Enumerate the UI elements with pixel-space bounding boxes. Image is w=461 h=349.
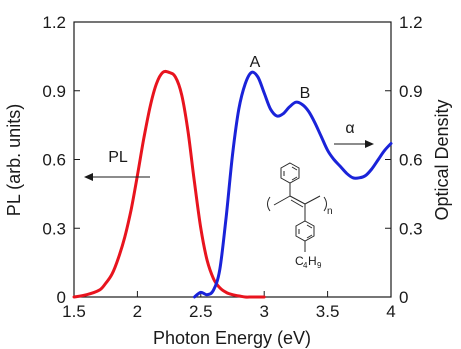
alpha-label: α bbox=[345, 120, 354, 137]
y-left-tick-label: 0.9 bbox=[42, 82, 66, 101]
y-right-axis-ticks: 0 0.3 0.6 0.9 1.2 bbox=[385, 13, 423, 307]
alpha-arrow bbox=[334, 140, 374, 148]
y-left-tick-label: 0.3 bbox=[42, 219, 66, 238]
y-left-tick-label: 0.6 bbox=[42, 151, 66, 170]
y-right-tick-label: 1.2 bbox=[399, 13, 423, 32]
y-left-tick-label: 1.2 bbox=[42, 13, 66, 32]
polymer-structure bbox=[267, 162, 327, 252]
data-series bbox=[72, 69, 393, 299]
x-tick-label: 3 bbox=[259, 302, 268, 321]
x-axis-ticks: 1.5 2 2.5 3 3.5 4 bbox=[62, 291, 396, 321]
butyl-substituent-label: C 4 H 9 bbox=[295, 254, 322, 270]
peak-a-label: A bbox=[250, 54, 261, 71]
optical-density-curve bbox=[193, 70, 393, 299]
y-right-tick-label: 0.6 bbox=[399, 151, 423, 170]
x-tick-label: 1.5 bbox=[62, 302, 86, 321]
y-right-axis-title: Optical Density bbox=[432, 99, 452, 220]
y-right-tick-label: 0.9 bbox=[399, 82, 423, 101]
svg-text:H: H bbox=[308, 254, 317, 268]
svg-text:C: C bbox=[295, 254, 304, 268]
x-tick-label: 2.5 bbox=[189, 302, 213, 321]
y-right-tick-label: 0 bbox=[399, 288, 408, 307]
y-left-axis-title: PL (arb. units) bbox=[4, 104, 24, 216]
peak-b-label: B bbox=[300, 85, 311, 102]
pl-curve bbox=[72, 69, 266, 299]
y-left-tick-label: 0 bbox=[57, 288, 66, 307]
x-axis-title: Photon Energy (eV) bbox=[153, 328, 311, 348]
y-left-axis-ticks: 0 0.3 0.6 0.9 1.2 bbox=[42, 13, 80, 307]
x-tick-label: 4 bbox=[386, 302, 395, 321]
x-tick-label: 3.5 bbox=[316, 302, 340, 321]
svg-text:4: 4 bbox=[303, 261, 308, 270]
repeat-subscript-n: n bbox=[327, 206, 333, 217]
x-tick-label: 2 bbox=[133, 302, 142, 321]
pl-label: PL bbox=[108, 149, 128, 166]
svg-text:9: 9 bbox=[317, 261, 322, 270]
pl-arrow bbox=[84, 173, 150, 181]
y-right-tick-label: 0.3 bbox=[399, 219, 423, 238]
